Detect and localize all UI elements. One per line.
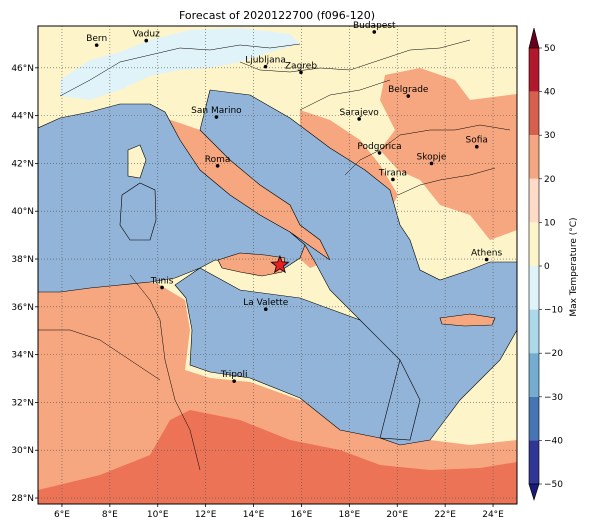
colorbar-segment bbox=[529, 440, 539, 484]
city-dot bbox=[215, 164, 220, 168]
lat-tick-label: 36°N bbox=[11, 303, 34, 313]
lon-tick-label: 24°E bbox=[482, 510, 504, 520]
city-label: La Valette bbox=[243, 298, 288, 308]
lat-tick-label: 42°N bbox=[11, 159, 34, 169]
city-label: Ljubljana bbox=[245, 56, 286, 66]
city-dot bbox=[299, 70, 303, 75]
lat-tick-label: 46°N bbox=[11, 64, 34, 74]
lon-tick-label: 16°E bbox=[291, 510, 313, 520]
city-dot bbox=[263, 64, 268, 69]
longitude-ticks: 6°E 8°E 10°E 12°E 14°E 16°E 18°E 20°E 22°E 24°E bbox=[54, 504, 504, 520]
city-label: San Marino bbox=[191, 106, 242, 116]
colorbar-segment bbox=[529, 353, 539, 397]
colorbar-tick-label: 30 bbox=[544, 131, 556, 141]
colorbar-tick-label: −30 bbox=[544, 393, 563, 403]
lon-tick-label: 20°E bbox=[386, 510, 408, 520]
city-dot bbox=[391, 177, 395, 182]
map-frame bbox=[37, 25, 518, 505]
city-dot bbox=[429, 161, 434, 166]
city-dot bbox=[160, 285, 164, 290]
colorbar-tick-label: 50 bbox=[544, 44, 556, 54]
warm-zone-italy bbox=[165, 118, 330, 268]
colorbar-segment bbox=[529, 48, 539, 92]
city-label: Vaduz bbox=[133, 30, 160, 40]
city-label: Tunis bbox=[150, 276, 174, 286]
star-shape bbox=[270, 254, 290, 274]
city-dot bbox=[94, 43, 99, 47]
colorbar-tick-label: 10 bbox=[544, 218, 556, 228]
lat-tick-label: 38°N bbox=[11, 255, 34, 265]
city-label: Sofia bbox=[466, 136, 488, 146]
colorbar-segment bbox=[529, 178, 539, 223]
figure-title: Forecast of 2020122700 (f096-120) bbox=[179, 9, 375, 22]
colorbar-segment bbox=[529, 91, 539, 136]
colorbar-tick-label: −40 bbox=[544, 436, 563, 446]
city-label: Belgrade bbox=[388, 85, 429, 95]
city-label: Tirana bbox=[378, 168, 407, 178]
city-label: Athens bbox=[471, 249, 502, 259]
sicily bbox=[217, 252, 286, 277]
graticule bbox=[38, 26, 517, 504]
city-label: Podgorica bbox=[357, 142, 401, 152]
crete bbox=[439, 313, 496, 327]
city-dot bbox=[214, 115, 219, 119]
city-dot bbox=[484, 257, 489, 262]
city-label: Roma bbox=[205, 155, 231, 165]
lon-tick-label: 14°E bbox=[243, 510, 265, 520]
city-label: Sarajevo bbox=[340, 108, 380, 118]
colorbar-tick-label: −50 bbox=[544, 480, 563, 490]
lon-tick-label: 22°E bbox=[434, 510, 456, 520]
city-dot bbox=[377, 151, 382, 155]
lon-tick-label: 18°E bbox=[339, 510, 361, 520]
latitude-ticks: 46°N 44°N 42°N 40°N 38°N 36°N 34°N 32°N 30°N 28°N bbox=[11, 64, 38, 504]
colorbar-label: Max Temperature (°C) bbox=[569, 217, 579, 316]
colorbar-segment bbox=[529, 222, 539, 266]
city-label: Bern bbox=[86, 34, 107, 44]
star-marker-icon bbox=[270, 254, 290, 274]
warm-zone-balkans bbox=[380, 68, 517, 240]
colorbar-tick-label: −20 bbox=[544, 349, 563, 359]
colorbar-segment bbox=[529, 396, 539, 441]
city-label: Skopje bbox=[417, 152, 447, 162]
city-dot bbox=[144, 38, 149, 43]
colorbar-segment bbox=[529, 309, 539, 354]
city-label: Zagreb bbox=[285, 61, 317, 71]
colorbar-tick-label: 40 bbox=[544, 88, 556, 98]
lat-tick-label: 34°N bbox=[11, 351, 34, 361]
colorbar-segment bbox=[529, 135, 539, 179]
colorbar-tick-label: −10 bbox=[544, 306, 563, 316]
lat-tick-label: 44°N bbox=[11, 112, 34, 122]
corsica bbox=[127, 144, 147, 179]
city-dot bbox=[357, 117, 361, 121]
lat-tick-label: 32°N bbox=[11, 398, 34, 408]
city-dot bbox=[406, 94, 411, 98]
lat-tick-label: 40°N bbox=[11, 207, 34, 217]
lon-tick-label: 6°E bbox=[54, 510, 70, 520]
sardinia-outline bbox=[119, 182, 157, 241]
hot-zone-sahara bbox=[38, 410, 517, 504]
cold-zone-alps bbox=[60, 28, 300, 100]
colorbar-tick-label: 0 bbox=[544, 262, 550, 272]
city-dot bbox=[232, 379, 236, 383]
lon-tick-label: 12°E bbox=[195, 510, 217, 520]
colorbar-bottom-arrow bbox=[528, 483, 540, 502]
city-dot bbox=[263, 307, 268, 312]
colorbar-segment bbox=[529, 266, 539, 310]
city-label: Tripoli bbox=[220, 370, 248, 380]
lat-tick-label: 28°N bbox=[11, 494, 34, 504]
city-dot bbox=[474, 144, 479, 149]
lon-tick-label: 8°E bbox=[102, 510, 118, 520]
city-label: Budapest bbox=[353, 21, 396, 31]
colorbar-tick-label: 20 bbox=[544, 175, 556, 185]
colorbar-top-arrow bbox=[528, 27, 540, 49]
lon-tick-label: 10°E bbox=[147, 510, 169, 520]
city-dot bbox=[372, 30, 377, 34]
lat-tick-label: 30°N bbox=[11, 446, 34, 456]
colorbar: 50 40 30 20 10 0 −10 −20 −30 −40 −50 bbox=[528, 27, 563, 502]
country-borders bbox=[38, 39, 511, 471]
